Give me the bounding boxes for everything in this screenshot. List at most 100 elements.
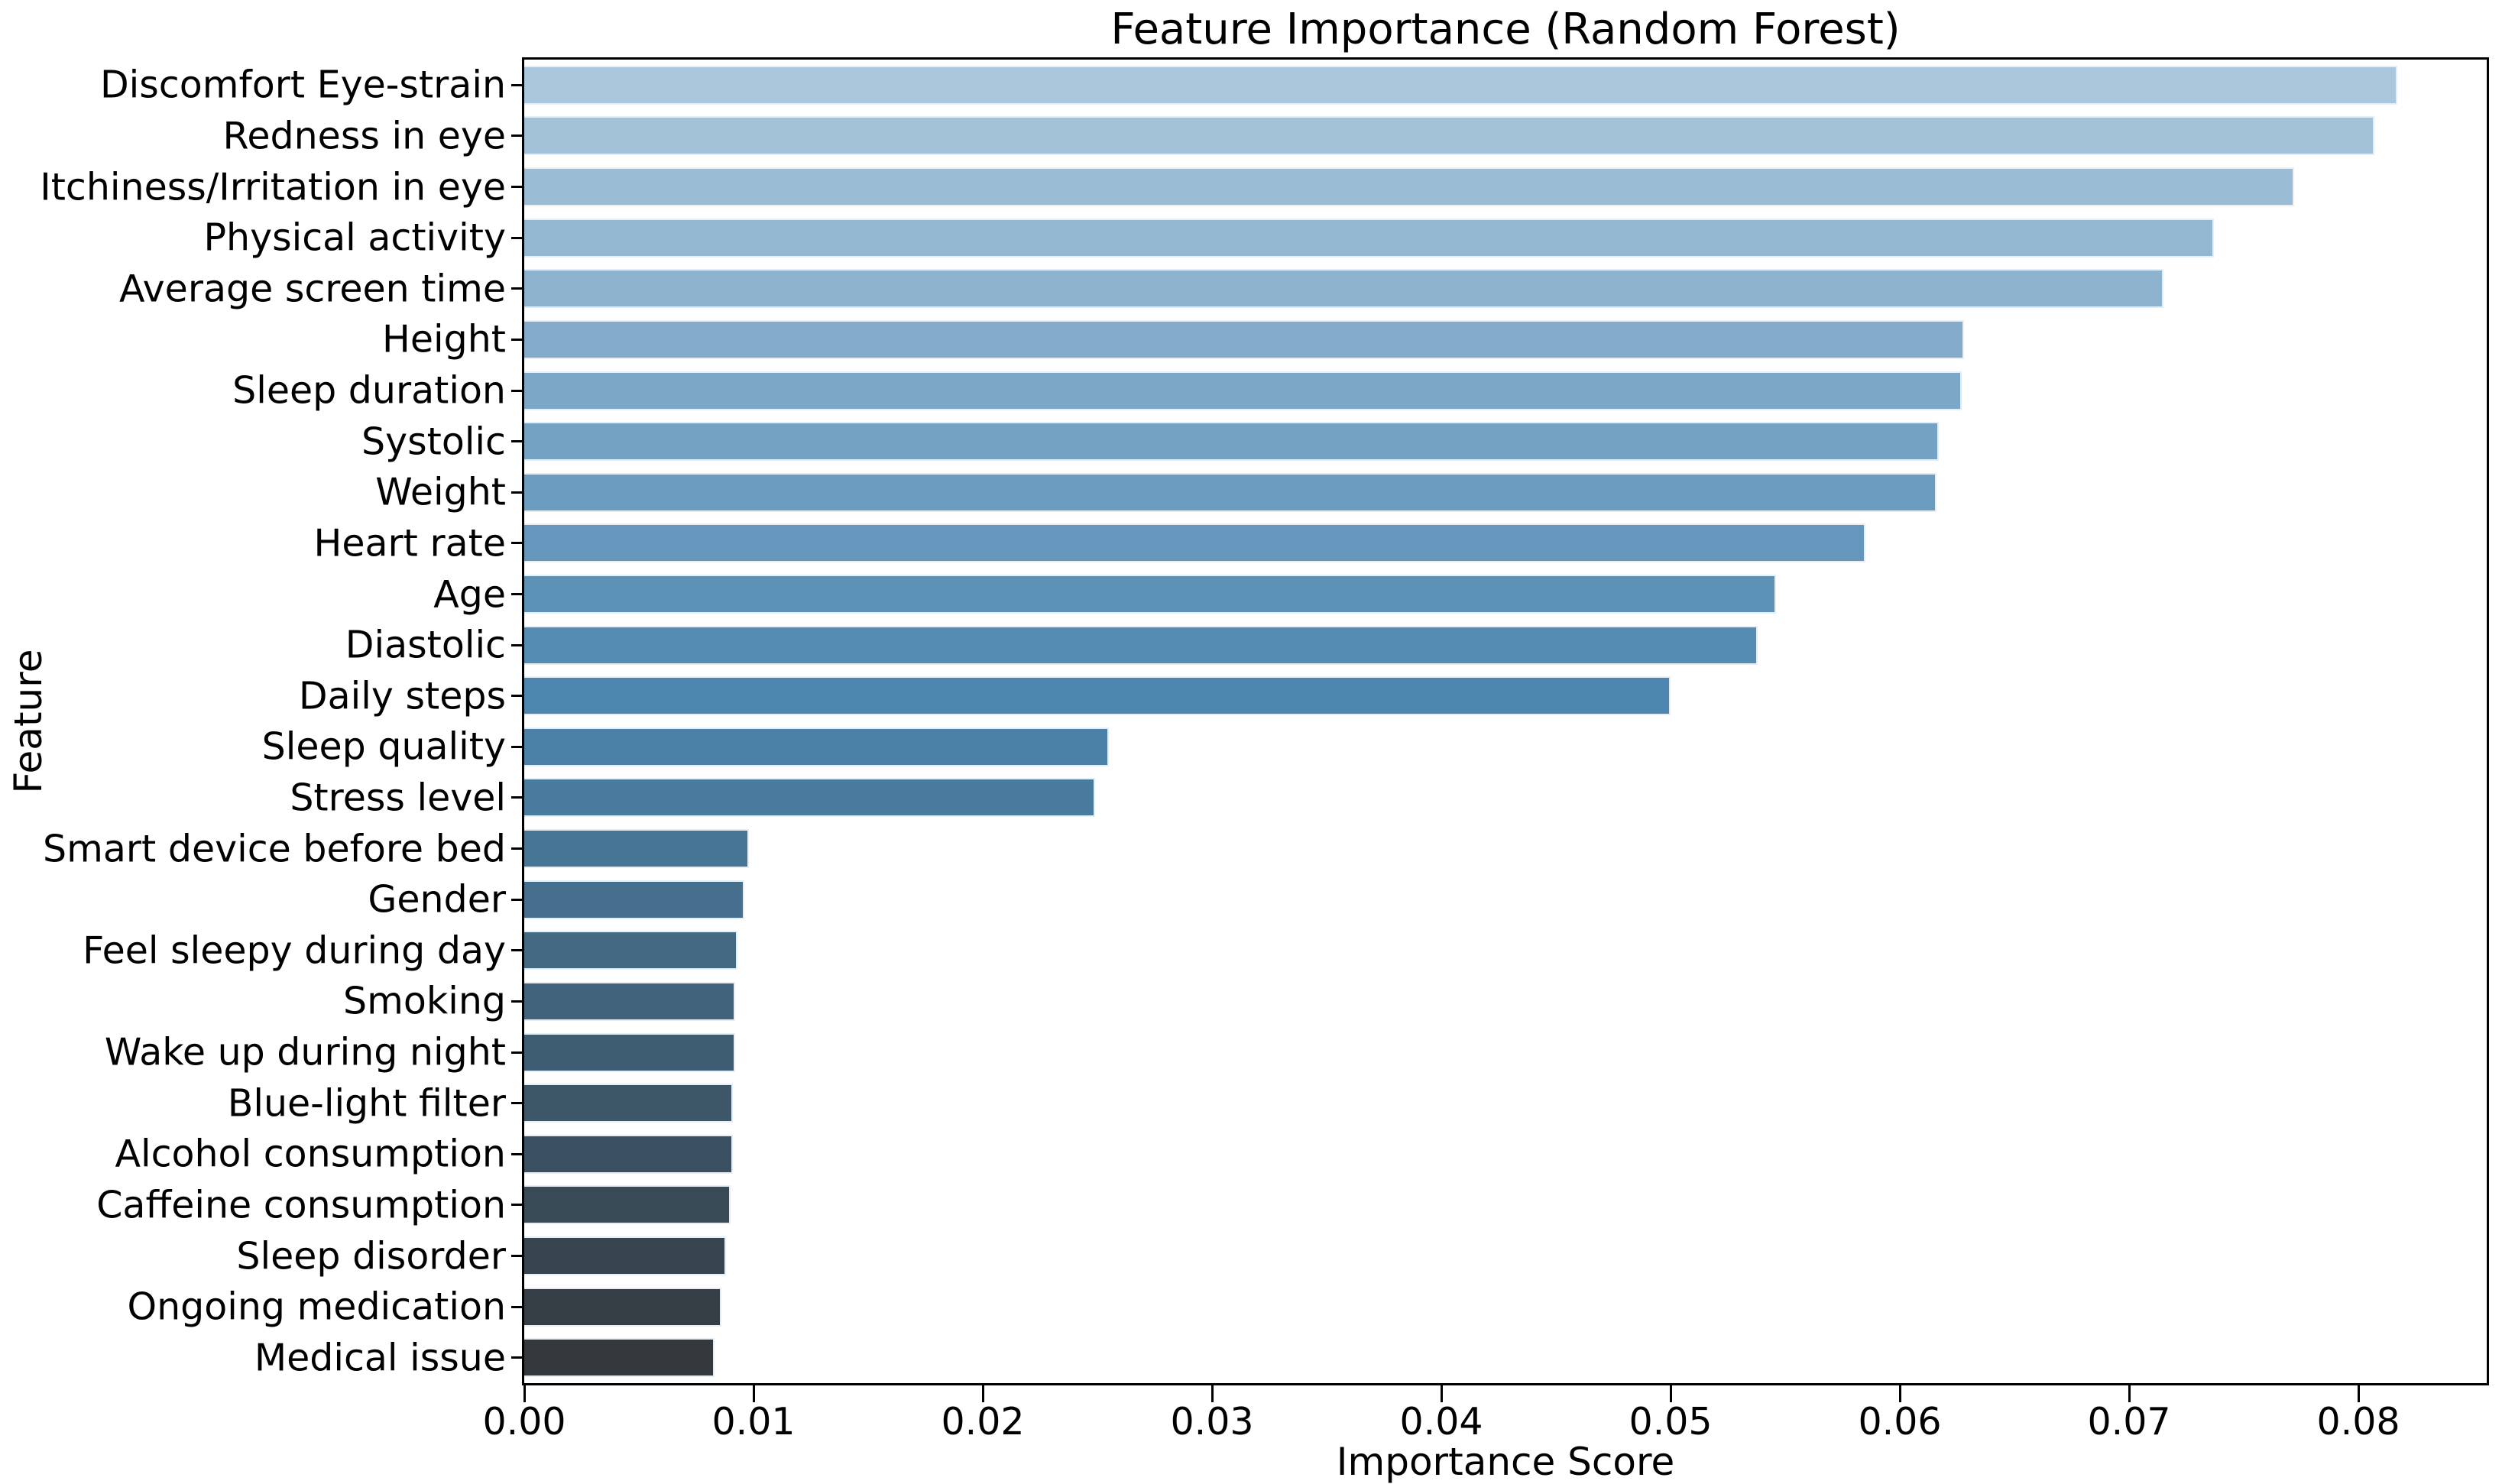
bar-itchiness-irritation-in-eye — [524, 167, 2294, 206]
chart-title: Feature Importance (Random Forest) — [1110, 5, 1901, 54]
bar-caffeine-consumption — [524, 1185, 731, 1225]
ytick-label-weight: Weight — [375, 470, 506, 514]
xtick-label-0.06: 0.06 — [1858, 1400, 1942, 1443]
bar-age — [524, 575, 1776, 614]
y-tick-mark — [511, 593, 522, 595]
bar-wake-up-during-night — [524, 1032, 735, 1072]
x-axis-title: Importance Score — [1336, 1440, 1675, 1484]
y-tick-mark — [511, 287, 522, 290]
ytick-label-smart-device-before-bed: Smart device before bed — [43, 827, 506, 870]
bar-smart-device-before-bed — [524, 829, 749, 868]
bar-daily-steps — [524, 676, 1671, 716]
y-tick-mark — [511, 695, 522, 698]
y-tick-mark — [511, 949, 522, 952]
y-tick-mark — [511, 491, 522, 494]
xtick-label-0.08: 0.08 — [2316, 1400, 2400, 1443]
x-tick-mark — [1898, 1385, 1901, 1402]
y-tick-mark — [511, 1152, 522, 1155]
y-tick-mark — [511, 1204, 522, 1207]
ytick-label-wake-up-during-night: Wake up during night — [104, 1030, 506, 1074]
ytick-label-gender: Gender — [368, 877, 506, 922]
bar-sleep-quality — [524, 727, 1109, 766]
bar-sleep-duration — [524, 371, 1962, 410]
bar-smoking — [524, 981, 735, 1021]
bar-diastolic — [524, 625, 1758, 665]
x-tick-mark — [523, 1385, 526, 1402]
bar-feel-sleepy-during-day — [524, 931, 737, 970]
bar-blue-light-filter — [524, 1084, 733, 1123]
ytick-label-redness-in-eye: Redness in eye — [222, 114, 506, 158]
ytick-label-sleep-quality: Sleep quality — [261, 724, 506, 769]
y-tick-mark — [511, 1102, 522, 1105]
y-tick-mark — [511, 186, 522, 188]
bar-systolic — [524, 422, 1939, 462]
ytick-label-caffeine-consumption: Caffeine consumption — [96, 1183, 506, 1227]
ytick-label-average-screen-time: Average screen time — [119, 267, 506, 311]
bar-physical-activity — [524, 218, 2214, 258]
xtick-label-0.00: 0.00 — [482, 1400, 566, 1443]
x-tick-mark — [1669, 1385, 1672, 1402]
bar-average-screen-time — [524, 269, 2163, 309]
ytick-label-blue-light-filter: Blue-light filter — [227, 1081, 506, 1126]
ytick-label-medical-issue: Medical issue — [254, 1336, 506, 1380]
xtick-label-0.02: 0.02 — [941, 1400, 1025, 1443]
y-tick-mark — [511, 1305, 522, 1308]
y-tick-mark — [511, 1000, 522, 1003]
ytick-label-daily-steps: Daily steps — [298, 674, 506, 718]
ytick-label-itchiness-irritation-in-eye: Itchiness/Irritation in eye — [40, 165, 506, 209]
xtick-label-0.01: 0.01 — [711, 1400, 796, 1443]
bar-height — [524, 319, 1964, 359]
x-tick-mark — [981, 1385, 984, 1402]
y-tick-mark — [511, 83, 522, 86]
y-tick-mark — [511, 847, 522, 850]
bar-alcohol-consumption — [524, 1134, 733, 1174]
y-axis-title: Feature — [6, 649, 50, 794]
y-tick-mark — [511, 236, 522, 239]
y-tick-mark — [511, 643, 522, 646]
xtick-label-0.05: 0.05 — [1629, 1400, 1713, 1443]
xtick-label-0.03: 0.03 — [1170, 1400, 1254, 1443]
xtick-label-0.07: 0.07 — [2087, 1400, 2171, 1443]
y-tick-mark — [511, 338, 522, 341]
ytick-label-sleep-duration: Sleep duration — [232, 368, 506, 413]
y-tick-mark — [511, 1356, 522, 1359]
x-tick-mark — [2357, 1385, 2360, 1402]
y-tick-mark — [511, 1051, 522, 1054]
ytick-label-ongoing-medication: Ongoing medication — [127, 1285, 506, 1329]
ytick-label-age: Age — [433, 572, 506, 616]
ytick-label-smoking: Smoking — [343, 979, 506, 1023]
bar-sleep-disorder — [524, 1236, 726, 1275]
ytick-label-sleep-disorder: Sleep disorder — [236, 1234, 506, 1278]
ytick-label-systolic: Systolic — [361, 420, 506, 464]
ytick-label-heart-rate: Heart rate — [313, 521, 506, 565]
y-tick-mark — [511, 134, 522, 138]
bar-gender — [524, 880, 744, 919]
bar-medical-issue — [524, 1338, 715, 1378]
ytick-label-discomfort-eye-strain: Discomfort Eye-strain — [99, 63, 506, 107]
ytick-label-feel-sleepy-during-day: Feel sleepy during day — [83, 928, 506, 973]
x-tick-mark — [2128, 1385, 2131, 1402]
x-tick-mark — [1211, 1385, 1214, 1402]
plot-area — [511, 57, 2489, 1402]
ytick-label-stress-level: Stress level — [290, 776, 506, 820]
ytick-label-physical-activity: Physical activity — [203, 215, 506, 260]
y-tick-mark — [511, 542, 522, 545]
bar-redness-in-eye — [524, 116, 2374, 156]
y-tick-mark — [511, 745, 522, 748]
bar-heart-rate — [524, 523, 1865, 563]
bar-discomfort-eye-strain — [524, 65, 2397, 105]
y-tick-mark — [511, 440, 522, 443]
x-tick-mark — [752, 1385, 755, 1402]
xtick-label-0.04: 0.04 — [1399, 1400, 1483, 1443]
ytick-label-height: Height — [382, 317, 506, 361]
ytick-label-diastolic: Diastolic — [345, 623, 506, 667]
x-tick-mark — [1440, 1385, 1443, 1402]
bar-ongoing-medication — [524, 1287, 721, 1327]
bar-stress-level — [524, 778, 1095, 818]
y-tick-mark — [511, 796, 522, 799]
ytick-label-alcohol-consumption: Alcohol consumption — [115, 1132, 506, 1176]
y-tick-mark — [511, 1255, 522, 1257]
bar-weight — [524, 472, 1936, 512]
y-tick-mark — [511, 898, 522, 901]
